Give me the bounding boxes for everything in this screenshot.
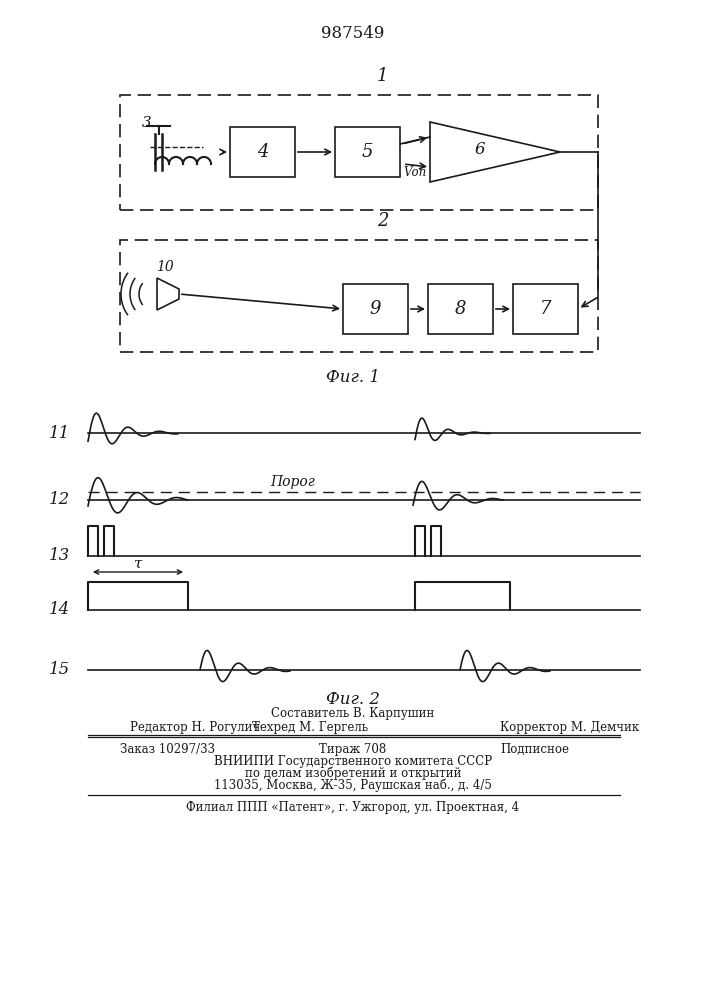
- Text: Заказ 10297/33: Заказ 10297/33: [120, 742, 215, 756]
- Text: Корректор М. Демчик: Корректор М. Демчик: [500, 720, 639, 734]
- Bar: [120, 240, 598, 352]
- Text: ВНИИПИ Государственного комитета СССР: ВНИИПИ Государственного комитета СССР: [214, 754, 492, 768]
- Text: Тираж 708: Тираж 708: [320, 742, 387, 756]
- Bar: [230, 127, 295, 177]
- Text: Техред М. Гергель: Техред М. Гергель: [252, 720, 368, 734]
- Text: 3: 3: [142, 116, 152, 130]
- Text: 14: 14: [49, 601, 70, 618]
- Text: 4: 4: [257, 143, 268, 161]
- Bar: [343, 284, 408, 334]
- Text: по делам изобретений и открытий: по делам изобретений и открытий: [245, 766, 461, 780]
- Text: 6: 6: [474, 140, 485, 157]
- Bar: [428, 284, 493, 334]
- Text: Филиал ППП «Патент», г. Ужгород, ул. Проектная, 4: Филиал ППП «Патент», г. Ужгород, ул. Про…: [187, 800, 520, 814]
- Text: 8: 8: [455, 300, 466, 318]
- Polygon shape: [157, 278, 179, 310]
- Text: Фиг. 1: Фиг. 1: [326, 368, 380, 385]
- Text: 7: 7: [539, 300, 551, 318]
- Text: 15: 15: [49, 662, 70, 678]
- Bar: [120, 95, 598, 210]
- Text: 9: 9: [370, 300, 381, 318]
- Bar: [335, 127, 400, 177]
- Text: Редактор Н. Рогулич: Редактор Н. Рогулич: [130, 720, 260, 734]
- Text: 113035, Москва, Ж-35, Раушская наб., д. 4/5: 113035, Москва, Ж-35, Раушская наб., д. …: [214, 778, 492, 792]
- Text: 12: 12: [49, 491, 70, 508]
- Text: 987549: 987549: [321, 24, 385, 41]
- Polygon shape: [430, 122, 560, 182]
- Text: 1: 1: [377, 67, 389, 85]
- Text: 5: 5: [362, 143, 373, 161]
- Text: Подписное: Подписное: [500, 742, 569, 756]
- Text: 2: 2: [377, 212, 389, 230]
- Text: Составитель В. Карпушин: Составитель В. Карпушин: [271, 706, 435, 720]
- Text: Фиг. 2: Фиг. 2: [326, 692, 380, 708]
- Text: 13: 13: [49, 548, 70, 564]
- Bar: [513, 284, 578, 334]
- Text: Порог: Порог: [270, 475, 315, 489]
- Text: Vоп: Vоп: [403, 166, 426, 179]
- Text: 11: 11: [49, 424, 70, 442]
- Text: 10: 10: [156, 260, 174, 274]
- Text: τ: τ: [134, 557, 142, 571]
